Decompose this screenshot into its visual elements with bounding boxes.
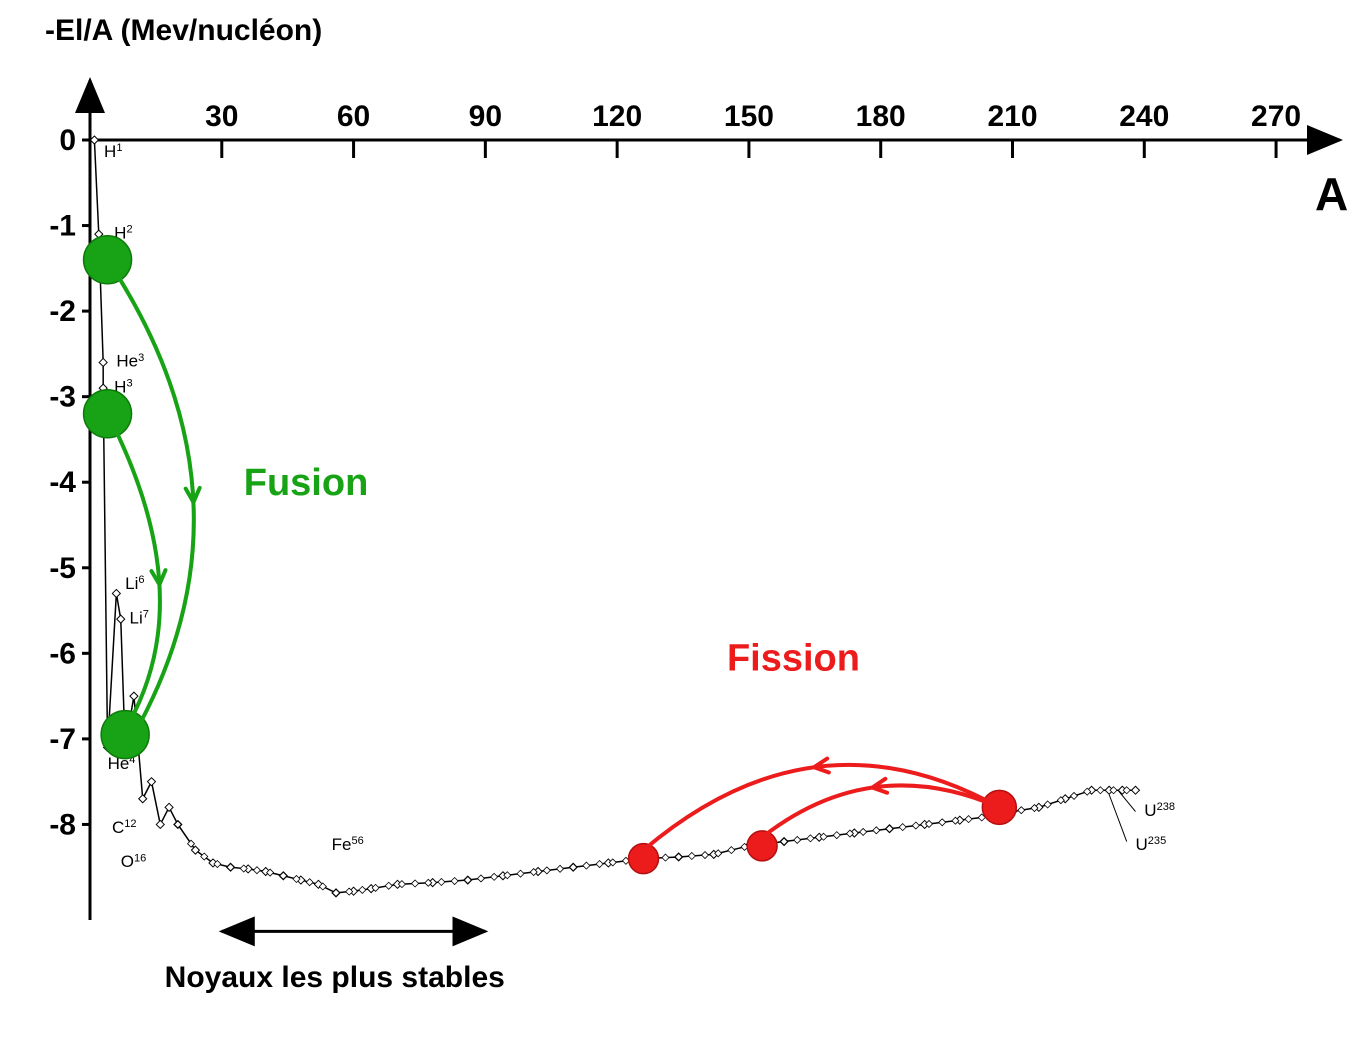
curve-marker <box>148 778 156 786</box>
curve-marker-dense <box>306 879 313 886</box>
curve-marker-dense <box>596 861 603 868</box>
curve-marker-dense <box>728 847 735 854</box>
curve-marker-dense <box>1097 787 1104 794</box>
curve-marker-dense <box>781 838 788 845</box>
y-tick-label: -7 <box>49 723 76 756</box>
y-tick-label: 0 <box>59 124 76 157</box>
curve-marker-dense <box>438 878 445 885</box>
curve-marker-dense <box>1018 807 1025 814</box>
nuclide-label: Li7 <box>130 608 149 627</box>
nuclide-label: Fe56 <box>332 835 364 854</box>
curve-marker-dense <box>570 864 577 871</box>
curve-marker-dense <box>359 886 366 893</box>
binding-energy-curve <box>94 140 1135 893</box>
y-tick-label: -2 <box>49 295 76 328</box>
curve-marker-dense <box>557 865 564 872</box>
curve-marker-dense <box>491 873 498 880</box>
curve-marker-dense <box>412 880 419 887</box>
fusion-arrow <box>108 414 160 722</box>
x-tick-label: 150 <box>724 100 774 133</box>
curve-marker <box>165 803 173 811</box>
curve-marker-dense <box>833 832 840 839</box>
x-tick-label: 60 <box>337 100 370 133</box>
curve-marker-dense <box>688 852 695 859</box>
curve-marker-dense <box>477 875 484 882</box>
curve-marker-dense <box>939 819 946 826</box>
curve-marker-dense <box>583 862 590 869</box>
x-tick-label: 90 <box>469 100 502 133</box>
curve-marker-dense <box>451 878 458 885</box>
curve-marker <box>156 820 164 828</box>
y-axis-title: -El/A (Mev/nucléon) <box>45 14 322 47</box>
curve-marker <box>90 136 98 144</box>
curve-marker <box>139 795 147 803</box>
curve-marker-dense <box>899 824 906 831</box>
curve-marker-dense <box>280 872 287 879</box>
y-tick-label: -3 <box>49 381 76 414</box>
curve-marker-dense <box>517 870 524 877</box>
curve-marker-dense <box>333 889 340 896</box>
y-tick-label: -5 <box>49 552 76 585</box>
x-tick-label: 240 <box>1119 100 1169 133</box>
curve-marker-dense <box>886 825 893 832</box>
x-axis-title: A <box>1315 168 1348 220</box>
curve-marker-dense <box>702 852 709 859</box>
nuclide-label: H1 <box>104 142 122 161</box>
nuclide-label: U235 <box>1136 835 1167 854</box>
y-tick-label: -8 <box>49 808 76 841</box>
curve-marker <box>1132 786 1140 794</box>
curve-marker-dense <box>1044 801 1051 808</box>
nuclide-label: C12 <box>112 818 137 837</box>
curve-marker <box>99 358 107 366</box>
curve-marker-dense <box>385 882 392 889</box>
nuclide-label: U238 <box>1144 801 1175 820</box>
y-tick-label: -6 <box>49 637 76 670</box>
curve-marker-dense <box>912 822 919 829</box>
curve-marker-dense <box>807 835 814 842</box>
x-tick-label: 180 <box>856 100 906 133</box>
curve-marker-dense <box>1071 792 1078 799</box>
x-tick-label: 270 <box>1251 100 1301 133</box>
curve-marker-dense <box>675 853 682 860</box>
curve-marker-dense <box>543 867 550 874</box>
curve-marker <box>130 692 138 700</box>
x-tick-label: 30 <box>205 100 238 133</box>
curve-marker-dense <box>464 877 471 884</box>
nuclide-label: He3 <box>116 352 144 371</box>
fission-label: Fission <box>727 637 860 679</box>
stability-label: Noyaux les plus stables <box>165 961 505 994</box>
y-tick-label: -1 <box>49 210 76 243</box>
x-tick-label: 210 <box>987 100 1037 133</box>
nuclide-label: Li6 <box>125 574 144 593</box>
curve-marker-dense <box>794 836 801 843</box>
curve-marker-dense <box>965 816 972 823</box>
curve-marker-dense <box>662 854 669 861</box>
curve-marker-dense <box>860 828 867 835</box>
binding-energy-chart: -El/A (Mev/nucléon) 0 -1 -2 -3 -4 -5 -6 -7 -8 30 60… <box>0 0 1354 1060</box>
curve-marker-dense <box>253 867 260 874</box>
nuclide-label: O16 <box>121 852 147 871</box>
curve-marker-dense <box>227 864 234 871</box>
curve-marker-dense <box>873 827 880 834</box>
curve-marker <box>112 589 120 597</box>
fusion-label: Fusion <box>244 462 369 504</box>
x-tick-label: 120 <box>592 100 642 133</box>
curve-marker <box>117 615 125 623</box>
y-tick-label: -4 <box>49 466 76 499</box>
